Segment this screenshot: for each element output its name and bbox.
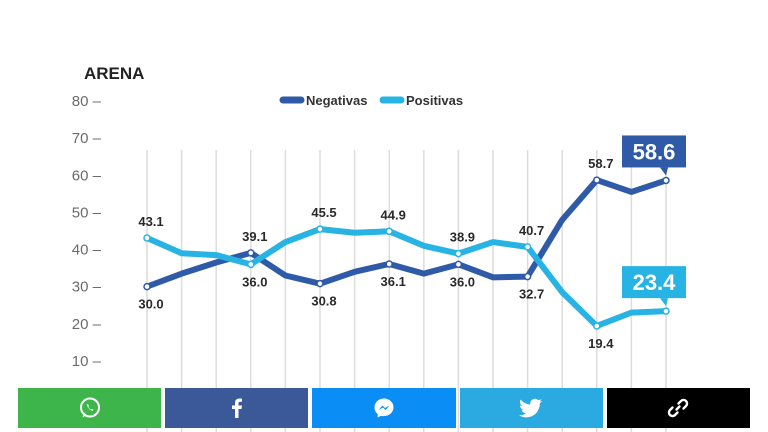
- data-label: 44.9: [381, 207, 406, 222]
- callout-box: [622, 266, 686, 299]
- y-tick-label: 60 –: [72, 167, 102, 184]
- copy-link-button[interactable]: [606, 388, 751, 428]
- series-lines: [144, 177, 669, 329]
- callout-box: [622, 135, 686, 168]
- callouts: 58.6 23.4: [622, 135, 686, 315]
- data-point: [247, 249, 255, 257]
- data-point: [316, 225, 324, 233]
- y-tick-label: 10 –: [72, 353, 102, 370]
- data-label: 36.1: [381, 274, 406, 289]
- link-icon: [668, 398, 689, 418]
- data-label: 36.0: [450, 274, 475, 289]
- share-bar: [18, 388, 751, 428]
- whatsapp-share-button[interactable]: [18, 388, 162, 428]
- data-label: 30.8: [311, 294, 336, 309]
- y-tick-label: 40 –: [72, 242, 102, 259]
- data-label: 45.5: [311, 205, 336, 220]
- data-label: 19.4: [588, 336, 614, 351]
- data-label: 36.0: [242, 274, 267, 289]
- data-label: 58.7: [588, 156, 613, 171]
- data-point: [523, 272, 532, 281]
- twitter-share-button[interactable]: [459, 388, 603, 428]
- whatsapp-icon: [79, 397, 100, 418]
- data-label: 39.1: [242, 229, 267, 244]
- data-point: [662, 307, 670, 315]
- data-point: [593, 322, 601, 330]
- y-tick-label: 30 –: [72, 279, 102, 296]
- data-point: [385, 227, 393, 236]
- data-point: [454, 260, 463, 269]
- series-line-positivas: [144, 226, 669, 329]
- legend: Negativas Positivas: [279, 93, 463, 108]
- callout-value: 58.6: [633, 139, 676, 164]
- callout-pointer: [660, 298, 668, 307]
- legend-label-positivas: Positivas: [406, 93, 463, 108]
- data-label: 32.7: [519, 287, 544, 302]
- data-label: 40.7: [519, 223, 544, 238]
- data-point: [662, 176, 670, 185]
- data-label: 30.0: [138, 297, 163, 312]
- data-labels: 30.0 43.1 39.1 36.0 45.5 30.8 44.9 36.1 38.9 36.0…: [138, 156, 614, 351]
- chart-title: ARENA: [84, 64, 144, 83]
- messenger-share-button[interactable]: [312, 388, 456, 428]
- y-tick-label: 20 –: [72, 316, 102, 333]
- messenger-icon: [374, 398, 394, 418]
- data-point: [385, 260, 393, 268]
- data-point: [523, 243, 532, 251]
- y-tick-label: 70 –: [72, 130, 102, 147]
- legend-label-negativas: Negativas: [306, 93, 367, 108]
- facebook-share-button[interactable]: [165, 388, 309, 428]
- data-label: 43.1: [138, 214, 163, 229]
- data-point: [454, 249, 463, 258]
- data-point: [316, 279, 324, 288]
- data-point: [143, 234, 151, 242]
- callout-pointer: [660, 167, 668, 176]
- data-point: [247, 260, 255, 269]
- y-tick-label: 50 –: [72, 204, 102, 221]
- twitter-icon: [519, 398, 543, 418]
- data-point: [593, 176, 601, 184]
- callout-value: 23.4: [633, 270, 677, 295]
- y-axis: 10 – 20 – 30 – 40 – 50 – 60 – 70 – 80 –: [72, 93, 102, 370]
- y-tick-label: 80 –: [72, 93, 102, 110]
- data-label: 38.9: [450, 230, 475, 245]
- facebook-icon: [231, 398, 242, 418]
- series-line-negativas: [144, 177, 669, 290]
- data-point: [143, 282, 151, 291]
